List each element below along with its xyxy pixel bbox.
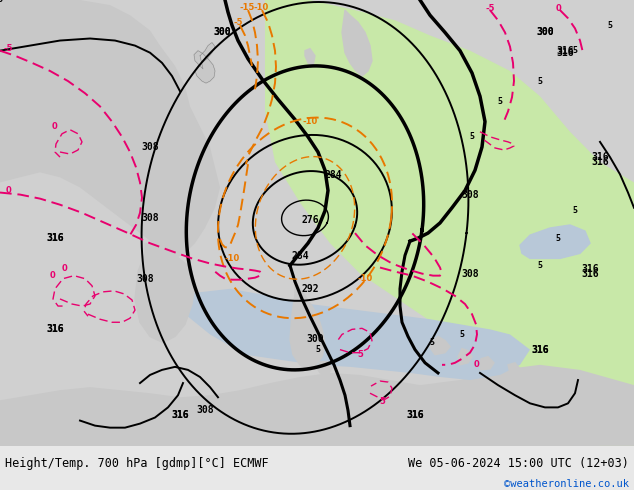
Text: 300: 300 <box>213 27 231 37</box>
Text: We 05-06-2024 15:00 UTC (12+03): We 05-06-2024 15:00 UTC (12+03) <box>408 457 629 469</box>
Text: Height/Temp. 700 hPa [gdmp][°C] ECMWF: Height/Temp. 700 hPa [gdmp][°C] ECMWF <box>5 457 269 469</box>
Text: 316: 316 <box>171 411 189 420</box>
Text: -15: -15 <box>239 2 255 12</box>
Text: 316: 316 <box>556 48 574 58</box>
Text: -10: -10 <box>302 117 318 126</box>
Polygon shape <box>520 225 590 258</box>
Polygon shape <box>290 279 325 370</box>
Text: 5: 5 <box>470 132 474 141</box>
Text: -5: -5 <box>233 18 243 27</box>
Text: 316: 316 <box>46 233 64 243</box>
Text: 300: 300 <box>536 27 554 37</box>
Polygon shape <box>0 0 634 446</box>
Polygon shape <box>0 365 634 446</box>
Text: 292: 292 <box>301 284 319 294</box>
Text: 5: 5 <box>555 234 560 243</box>
Polygon shape <box>135 243 195 343</box>
Text: 5: 5 <box>0 0 3 4</box>
Text: 0: 0 <box>5 186 11 195</box>
Text: 5: 5 <box>573 46 578 55</box>
Text: 316: 316 <box>406 411 424 420</box>
Text: 316: 316 <box>581 269 598 279</box>
Text: -5: -5 <box>3 44 13 53</box>
Polygon shape <box>305 49 315 66</box>
Text: 5: 5 <box>538 76 543 86</box>
Text: 316: 316 <box>406 411 424 420</box>
Text: 316: 316 <box>556 46 574 56</box>
Text: -10: -10 <box>358 274 373 283</box>
Text: 316: 316 <box>591 157 609 167</box>
Text: 300: 300 <box>213 27 231 37</box>
Text: 0: 0 <box>474 360 480 369</box>
Text: 308: 308 <box>461 269 479 279</box>
Text: 5: 5 <box>460 330 465 339</box>
Text: 308: 308 <box>196 405 214 416</box>
Text: 5: 5 <box>357 350 363 359</box>
Text: 300: 300 <box>536 27 554 37</box>
Text: 5: 5 <box>573 206 578 215</box>
Polygon shape <box>508 363 520 375</box>
Text: 316: 316 <box>46 233 64 243</box>
Text: 5: 5 <box>498 97 503 106</box>
Text: 316: 316 <box>171 411 189 420</box>
Text: -5: -5 <box>485 3 495 13</box>
Text: 300: 300 <box>306 335 324 344</box>
Text: 316: 316 <box>531 344 549 355</box>
Text: 316: 316 <box>46 324 64 334</box>
Text: 5: 5 <box>538 261 543 270</box>
Text: 284: 284 <box>324 171 342 180</box>
Text: ©weatheronline.co.uk: ©weatheronline.co.uk <box>504 479 629 489</box>
Polygon shape <box>458 348 472 365</box>
Polygon shape <box>194 43 215 83</box>
Text: 308: 308 <box>136 274 154 284</box>
Text: 284: 284 <box>291 251 309 261</box>
Polygon shape <box>317 362 332 375</box>
Text: 316: 316 <box>46 324 64 334</box>
Text: 0: 0 <box>49 271 55 280</box>
Text: 5: 5 <box>379 397 385 406</box>
Polygon shape <box>185 289 530 380</box>
Text: 308: 308 <box>141 213 158 223</box>
Text: 5: 5 <box>316 345 321 354</box>
Text: -10: -10 <box>254 2 269 12</box>
Text: 316: 316 <box>581 264 598 273</box>
Text: 316: 316 <box>591 152 609 162</box>
Text: 316: 316 <box>531 344 549 355</box>
Text: 308: 308 <box>141 142 158 152</box>
Text: 5: 5 <box>429 338 434 347</box>
Text: 308: 308 <box>461 190 479 199</box>
Polygon shape <box>0 0 220 258</box>
Polygon shape <box>480 357 494 370</box>
Text: -10: -10 <box>224 254 240 263</box>
Polygon shape <box>430 337 450 355</box>
Text: 0: 0 <box>555 3 561 13</box>
Polygon shape <box>342 10 372 76</box>
Text: 276: 276 <box>301 215 319 225</box>
Text: 5: 5 <box>607 21 612 30</box>
Text: 0: 0 <box>52 122 58 131</box>
Text: 0: 0 <box>62 264 68 273</box>
Polygon shape <box>265 0 634 446</box>
